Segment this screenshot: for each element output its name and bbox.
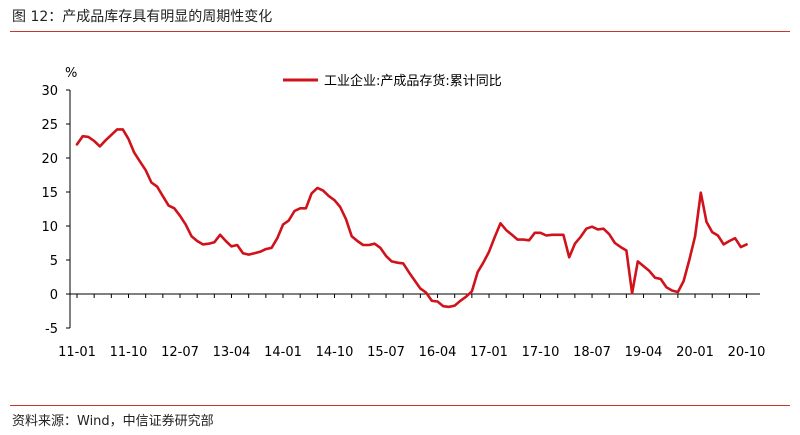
x-tick-label: 17-01 — [470, 345, 508, 360]
y-tick-label: 30 — [41, 84, 58, 99]
series-line — [75, 128, 748, 309]
y-tick-label: 25 — [41, 118, 58, 133]
x-tick-label: 11-01 — [58, 345, 96, 360]
bottom-rule — [10, 405, 790, 406]
x-tick-label: 18-07 — [573, 345, 611, 360]
plot-series — [75, 128, 748, 309]
x-axis: 11-01 11-10 12-07 13-04 14-01 14-10 15-07 16-04… — [58, 293, 766, 360]
x-tick-label: 20-01 — [676, 345, 714, 360]
x-tick-label: 15-07 — [367, 345, 405, 360]
x-tick-label: 17-10 — [522, 345, 560, 360]
x-tick-label: 13-04 — [213, 345, 251, 360]
figure-title: 图 12：产成品库存具有明显的周期性变化 — [12, 9, 273, 25]
x-tick-label: 11-10 — [110, 345, 148, 360]
y-axis: -5 0 5 10 15 20 25 30 — [41, 84, 71, 337]
x-tick-label: 20-10 — [728, 345, 766, 360]
y-tick-label: 5 — [50, 254, 58, 269]
y-tick-label: 10 — [41, 220, 58, 235]
y-tick-label: -5 — [45, 322, 58, 337]
legend: 工业企业:产成品存货:累计同比 — [283, 73, 502, 89]
chart-canvas: -5 0 5 10 15 20 25 30 11-01 11-10 12-07 13-04 14-01… — [41, 66, 766, 360]
source-note: 资料来源：Wind，中信证券研究部 — [12, 414, 214, 429]
x-tick-label: 16-04 — [419, 345, 457, 360]
x-tick-label: 12-07 — [161, 345, 199, 360]
x-tick-label: 14-01 — [264, 345, 302, 360]
x-tick-label: 19-04 — [625, 345, 663, 360]
y-tick-label: 15 — [41, 186, 58, 201]
legend-label: 工业企业:产成品存货:累计同比 — [324, 73, 502, 89]
y-axis-unit: % — [65, 66, 77, 81]
top-rule — [10, 31, 790, 32]
y-tick-label: 0 — [50, 288, 58, 303]
x-tick-label: 14-10 — [316, 345, 354, 360]
y-tick-label: 20 — [41, 152, 58, 167]
